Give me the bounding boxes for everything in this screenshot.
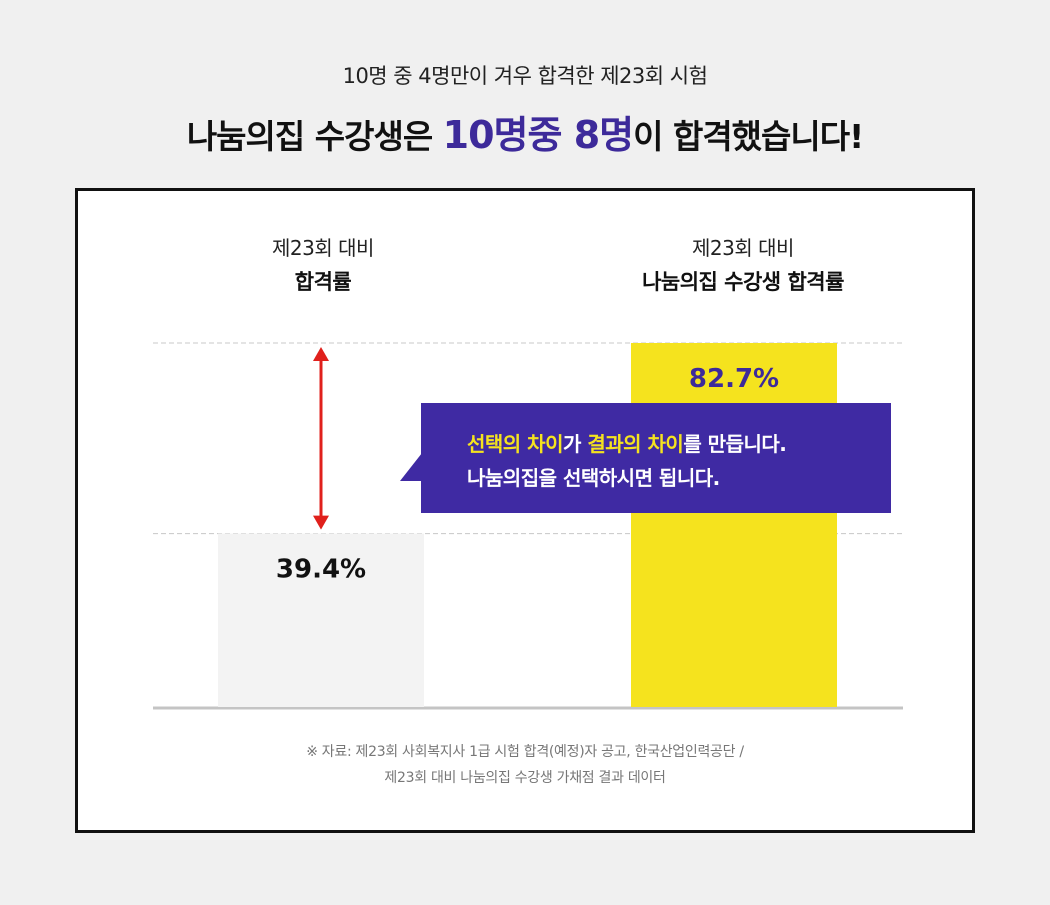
bar-2 <box>631 343 837 707</box>
column-label-right: 제23회 대비 나눔의집 수강생 합격률 <box>578 231 908 299</box>
headline-highlight: 10명중 8명 <box>442 113 634 157</box>
headline-prefix: 나눔의집 수강생은 <box>186 117 443 156</box>
column-label-right-line1: 제23회 대비 <box>692 236 794 260</box>
value-label-2: 82.7% <box>689 364 779 394</box>
chart-panel: 제23회 대비 합격률 제23회 대비 나눔의집 수강생 합격률 39.4% 82… <box>75 188 975 833</box>
callout-box: 선택의 차이가 결과의 차이를 만듭니다. 나눔의집을 선택하시면 됩니다. <box>421 403 891 513</box>
callout-tail <box>400 453 422 481</box>
source-note: ※ 자료: 제23회 사회복지사 1급 시험 합격(예정)자 공고, 한국산업인… <box>78 739 972 791</box>
subtitle: 10명 중 4명만이 겨우 합격한 제23회 시험 <box>342 64 708 88</box>
column-label-right-line2: 나눔의집 수강생 합격률 <box>642 270 844 294</box>
column-label-left-line2: 합격률 <box>294 270 352 294</box>
callout-emphasis-2: 결과의 차이 <box>587 432 684 456</box>
value-label-1: 39.4% <box>276 555 366 585</box>
difference-arrow-head-up <box>313 347 329 361</box>
callout-text-2: 를 만듭니다. <box>683 432 787 456</box>
headline: 나눔의집 수강생은 10명중 8명이 합격했습니다! <box>0 104 1050 159</box>
callout-emphasis-1: 선택의 차이 <box>467 432 563 456</box>
column-label-left-line1: 제23회 대비 <box>272 236 374 260</box>
source-note-line1: ※ 자료: 제23회 사회복지사 1급 시험 합격(예정)자 공고, 한국산업인… <box>306 744 744 760</box>
headline-suffix: 이 합격했습니다! <box>633 117 864 156</box>
bar-1 <box>218 533 424 707</box>
column-label-left: 제23회 대비 합격률 <box>218 231 428 299</box>
callout-line2: 나눔의집을 선택하시면 됩니다. <box>467 466 720 490</box>
callout-text-1: 가 <box>562 432 588 456</box>
difference-arrow-head-down <box>313 515 329 530</box>
source-note-line2: 제23회 대비 나눔의집 수강생 가채점 결과 데이터 <box>384 770 666 786</box>
callout-line1: 선택의 차이가 결과의 차이를 만듭니다. <box>467 427 891 461</box>
